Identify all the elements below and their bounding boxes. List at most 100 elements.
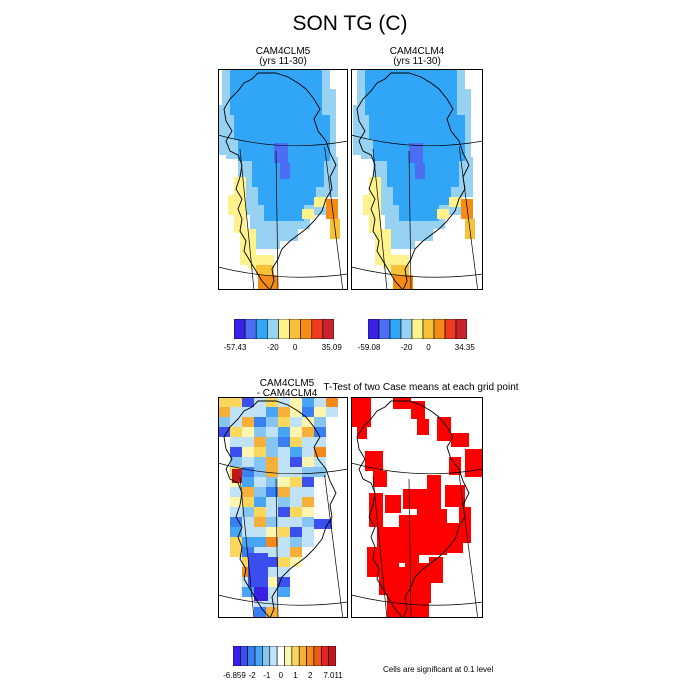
colorbar-difference-labels: -6.859 -2 -1 0 1 2 7.011 (223, 671, 343, 681)
grid-cell (254, 397, 266, 407)
colorbar-tick-label: 7.011 (323, 671, 343, 680)
map-clm5 (218, 69, 348, 290)
panel2-title-line2: (yrs 11-30) (393, 56, 441, 67)
significant-cell (373, 471, 387, 487)
grid-cell (254, 607, 266, 617)
longitude-line (372, 148, 388, 290)
grid-cell (290, 557, 302, 567)
grid-cell (218, 407, 230, 417)
latitude-line (351, 462, 483, 475)
grid-cell (242, 547, 254, 557)
grid-cell (230, 517, 242, 527)
grid-cell (391, 265, 409, 275)
colorbar-swatch (306, 645, 315, 667)
significant-cell (367, 547, 381, 577)
coastline (356, 72, 470, 290)
grid-cell (399, 205, 439, 221)
grid-cell (264, 205, 304, 221)
grid-cell (254, 487, 266, 497)
colorbar-swatch (300, 318, 313, 340)
grid-cell (302, 487, 314, 497)
significance-note: Cells are significant at 0.1 level (383, 665, 494, 674)
grid-cell (326, 397, 338, 407)
grid-cell (266, 417, 278, 427)
grid-cell (393, 275, 413, 290)
significant-cell (427, 475, 441, 509)
coastline (223, 72, 337, 290)
grid-cell (230, 417, 242, 427)
grid-cell (254, 407, 266, 417)
grid-cell (242, 417, 254, 427)
graticule (218, 462, 348, 618)
grid-cell (266, 467, 278, 477)
grid-cell (278, 407, 290, 417)
coastline (356, 400, 470, 618)
grid-cell (266, 457, 278, 467)
significant-cell (351, 397, 371, 427)
grid-cell (254, 597, 266, 607)
grid-cell (278, 397, 290, 407)
colorbar-swatch (247, 645, 256, 667)
grid-cell (278, 547, 290, 557)
grid-cell (254, 417, 266, 427)
latitude-line (351, 134, 483, 147)
colorbar-swatch (455, 318, 468, 340)
grid-cell (393, 187, 451, 205)
grid-cell (242, 457, 254, 467)
colorbar-tick-label: 0 (278, 671, 284, 680)
grid-cell (242, 427, 254, 437)
colorbar-tick-label: 0 (426, 343, 431, 352)
grid-cell (266, 447, 278, 457)
grid-cell (232, 469, 242, 483)
map-panel-difference (218, 397, 348, 618)
grid-cell (256, 265, 274, 275)
grid-cell (290, 437, 302, 447)
colorbar-swatch (433, 318, 446, 340)
grid-cell (254, 239, 280, 249)
grid-cell (278, 587, 290, 597)
grid-cell (278, 537, 290, 547)
panel1-title-line1: CAM4CLM5 (255, 46, 311, 57)
grid-cell (254, 497, 266, 507)
grid-cell (302, 507, 314, 517)
longitude-line (239, 148, 255, 290)
grid-cell (290, 497, 302, 507)
colorbar-swatch (254, 645, 263, 667)
grid-cell (290, 527, 302, 537)
grid-cell (278, 557, 290, 567)
grid-cell (278, 467, 290, 477)
grid-cell (258, 275, 278, 290)
map-panel-clm5 (218, 69, 348, 290)
grid-cell (302, 447, 314, 457)
map-frame (351, 69, 483, 290)
grid-cell (242, 497, 254, 507)
grid-cell (218, 397, 230, 407)
grid-cell (365, 69, 457, 115)
significant-cell (399, 515, 419, 563)
panel3-title: CAM4CLM5 - CAM4CLM4 (222, 379, 352, 399)
colorbar-swatch (269, 645, 278, 667)
coastline (223, 400, 337, 618)
significant-cell (409, 601, 429, 618)
significant-cell (357, 427, 367, 439)
grid-cell (230, 487, 242, 497)
grid-cell (302, 417, 314, 427)
significant-cell (405, 563, 431, 603)
grid-cell (266, 587, 278, 597)
grid-cell (326, 199, 338, 219)
grid-cell (278, 427, 290, 437)
longitude-line (408, 478, 412, 618)
significant-cell (437, 417, 451, 441)
grid-cell (242, 537, 254, 547)
grid-cell (278, 527, 290, 537)
grid-cell (302, 467, 314, 477)
colorbar-tick-label: -20 (400, 343, 413, 352)
grid-cell (266, 507, 278, 517)
grid-cell (266, 427, 278, 437)
colorbar-tick-label: 2 (308, 671, 313, 680)
grid-cell (314, 519, 332, 529)
grid-cell (415, 163, 425, 179)
grid-cell (278, 437, 290, 447)
grid-cell (266, 517, 278, 527)
grid-cell (254, 537, 266, 547)
